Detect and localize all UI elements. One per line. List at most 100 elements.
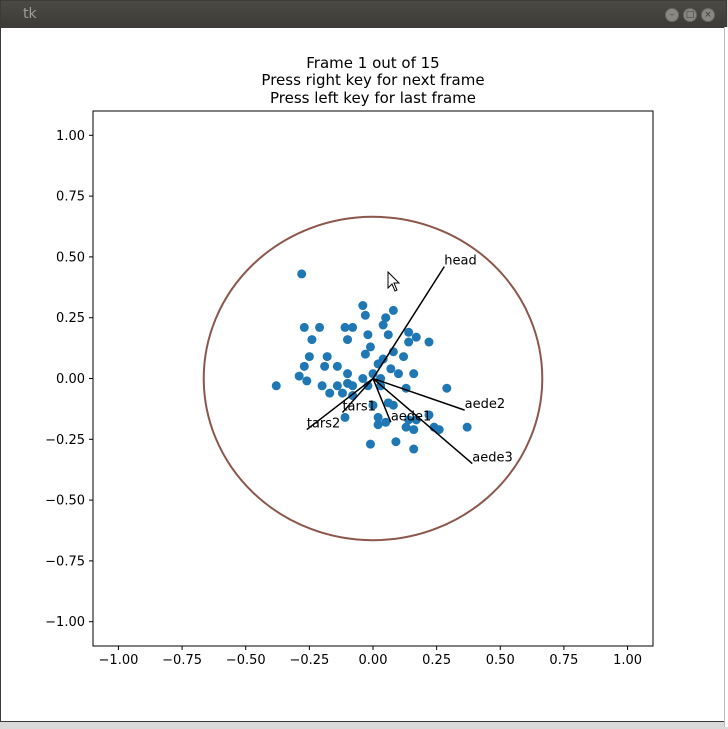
close-icon: × [704, 9, 712, 20]
scatter-point [307, 335, 317, 345]
background-window-edge [724, 27, 728, 727]
scatter-point [271, 381, 281, 391]
scatter-point [409, 369, 419, 379]
scatter-point [315, 322, 325, 332]
scatter-point [388, 305, 398, 315]
scatter-point [404, 415, 414, 425]
scatter-point [391, 437, 401, 447]
scatter-point [299, 361, 309, 371]
vector-label-tars1: tars1 [342, 400, 375, 415]
minimize-button[interactable]: – [665, 8, 679, 22]
scatter-point [368, 400, 378, 410]
scatter-point [388, 400, 398, 410]
scatter-point [404, 337, 414, 347]
scatter-point [340, 322, 350, 332]
scatter-point [399, 352, 409, 362]
axis-ticks: −1.00 −0.75 −0.50 −0.25 0.00 0.25 0.50 0.75 1.00… [45, 129, 642, 668]
scatter-point [424, 410, 434, 420]
scatter-point [442, 383, 452, 393]
figure-canvas[interactable]: Frame 1 out of 15 Press right key for ne… [1, 28, 726, 721]
correlation-circle-layer [202, 215, 544, 542]
scatter-point [434, 425, 444, 435]
scatter-point [365, 439, 375, 449]
x-tick-label: 0.00 [359, 653, 388, 668]
scatter-point [373, 420, 383, 430]
x-tick-label: 0.75 [549, 653, 578, 668]
y-tick-label: 1.00 [56, 129, 85, 144]
window-titlebar[interactable]: tk – □ × [1, 1, 726, 28]
x-tick-label: −0.50 [226, 653, 266, 668]
scatter-point [462, 422, 472, 432]
scatter-point [337, 388, 347, 398]
vector-line-aede3 [372, 377, 473, 465]
scatter-point [343, 369, 353, 379]
scatter-point [302, 376, 312, 386]
vector-label-aede3: aede3 [472, 451, 512, 466]
scatter-points [271, 269, 472, 454]
scatter-point [401, 422, 411, 432]
maximize-icon: □ [685, 9, 695, 20]
y-tick-label: 0.50 [56, 250, 85, 265]
maximize-button[interactable]: □ [683, 8, 697, 22]
scatter-point [340, 412, 350, 422]
scatter-point [343, 335, 353, 345]
minimize-icon: – [669, 9, 675, 20]
vector-label-head: head [444, 254, 476, 269]
mouse-cursor-icon [387, 270, 401, 292]
scatter-point [411, 332, 421, 342]
pca-biplot: Frame 1 out of 15 Press right key for ne… [45, 54, 654, 668]
vector-line-tars2 [306, 377, 374, 431]
x-tick-label: −0.75 [162, 653, 202, 668]
scatter-point [297, 269, 307, 279]
x-tick-label: −1.00 [99, 653, 139, 668]
scatter-point [409, 444, 419, 454]
close-button[interactable]: × [701, 8, 715, 22]
vector-label-tars2: tars2 [307, 417, 340, 432]
scatter-point [404, 327, 414, 337]
scatter-point [424, 337, 434, 347]
y-tick-label: −0.25 [45, 433, 85, 448]
vector-line-aede2 [372, 377, 465, 411]
scatter-point [363, 330, 373, 340]
scatter-point [322, 352, 332, 362]
scatter-point [383, 330, 393, 340]
scatter-point [294, 371, 304, 381]
y-tick-label: −0.50 [45, 494, 85, 509]
chart-title: Frame 1 out of 15 Press right key for ne… [261, 54, 484, 107]
x-tick-label: 0.25 [422, 653, 451, 668]
vector-line-head [372, 266, 445, 379]
scatter-point [365, 342, 375, 352]
scatter-point [386, 364, 396, 374]
scatter-point [381, 417, 391, 427]
x-tick-label: 1.00 [613, 653, 642, 668]
scatter-point [381, 313, 391, 323]
scatter-point [373, 412, 383, 422]
vector-line-aede1 [372, 378, 392, 423]
y-tick-label: 0.00 [56, 372, 85, 387]
scatter-point [332, 361, 342, 371]
x-tick-label: 0.50 [486, 653, 515, 668]
scatter-point [360, 349, 370, 359]
vector-line-tars1 [341, 377, 374, 414]
scatter-point [409, 425, 419, 435]
scatter-point [373, 359, 383, 369]
scatter-point [348, 381, 358, 391]
vector-label-aede2: aede2 [465, 397, 506, 412]
correlation-circle [202, 215, 544, 542]
y-tick-label: 0.75 [56, 190, 85, 205]
chart-title-line-1: Frame 1 out of 15 [306, 54, 439, 72]
y-tick-label: −0.75 [45, 554, 85, 569]
scatter-point [317, 381, 327, 391]
scatter-point [358, 374, 368, 383]
chart-title-line-2: Press right key for next frame [261, 71, 484, 89]
scatter-point [325, 388, 335, 398]
scatter-point [304, 352, 314, 362]
y-tick-label: 0.25 [56, 311, 85, 326]
window-title: tk [23, 6, 37, 22]
scatter-point [332, 381, 342, 391]
vector-label-aede1: aede1 [391, 409, 432, 424]
scatter-point [299, 322, 309, 332]
chart-title-line-3: Press left key for last frame [270, 89, 476, 107]
